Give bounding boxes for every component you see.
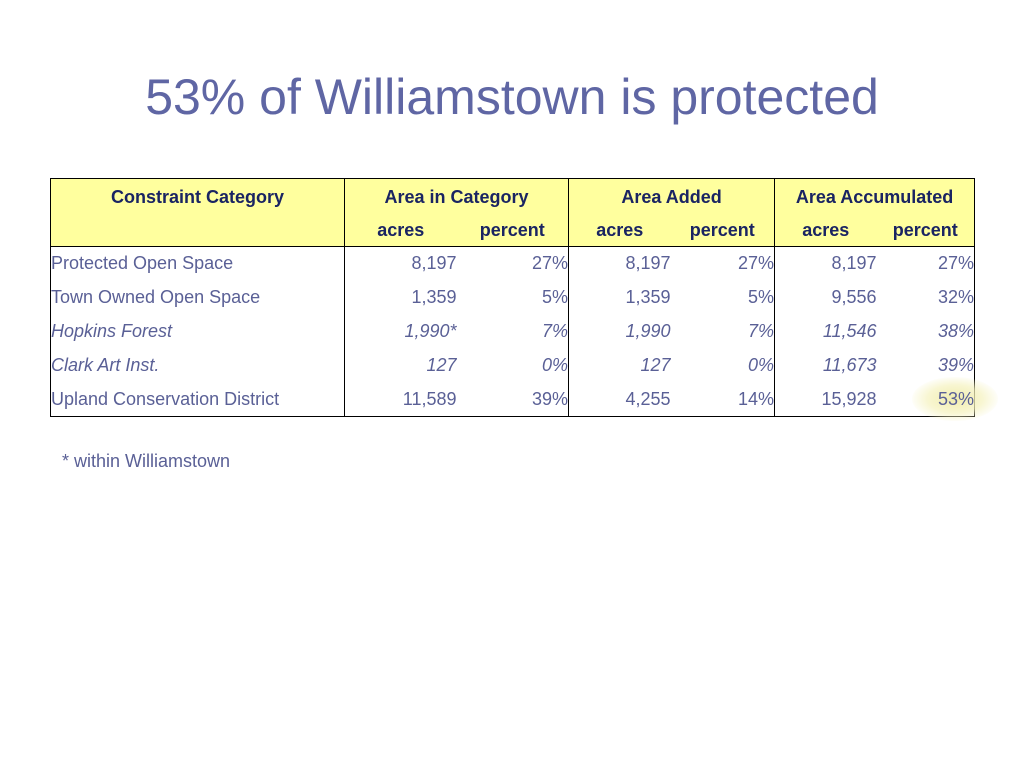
- percent-cell: 39%: [456, 382, 570, 417]
- table-row: Hopkins Forest 1,990* 7% 1,990 7% 11,546…: [50, 314, 976, 349]
- percent-cell: 7%: [670, 314, 776, 349]
- percent-cell: 0%: [456, 348, 570, 383]
- acres-cell: 8,197: [774, 246, 877, 281]
- acres-cell: 11,546: [774, 314, 877, 349]
- percent-cell: 5%: [670, 280, 776, 315]
- header-acres: acres: [774, 214, 877, 247]
- header-area-added: Area Added: [568, 178, 776, 215]
- percent-cell: 38%: [876, 314, 976, 349]
- acres-cell: 15,928: [774, 382, 877, 417]
- acres-cell: 11,673: [774, 348, 877, 383]
- percent-cell: 5%: [456, 280, 570, 315]
- protected-land-table: Constraint Category Area in Category Are…: [50, 178, 999, 421]
- acres-cell: 11,589: [344, 382, 457, 417]
- row-category: Upland Conservation District: [50, 382, 345, 417]
- percent-cell: 27%: [670, 246, 776, 281]
- row-category: Protected Open Space: [50, 246, 345, 281]
- acres-cell: 4,255: [568, 382, 671, 417]
- table-row: Upland Conservation District 11,589 39% …: [50, 376, 999, 421]
- percent-cell: 32%: [876, 280, 976, 315]
- acres-cell: 1,990*: [344, 314, 457, 349]
- table-row: Town Owned Open Space 1,359 5% 1,359 5% …: [50, 280, 976, 315]
- acres-cell: 1,990: [568, 314, 671, 349]
- header-row-groups: Constraint Category Area in Category Are…: [50, 178, 976, 247]
- acres-cell: 1,359: [344, 280, 457, 315]
- percent-cell-highlighted: 53%: [876, 376, 999, 421]
- header-area-in-category: Area in Category: [344, 178, 570, 215]
- highlight-total-percent: 53%: [911, 376, 999, 421]
- acres-cell: 8,197: [568, 246, 671, 281]
- row-category: Hopkins Forest: [50, 314, 345, 349]
- header-row-units: acres percent acres percent acres percen…: [51, 214, 976, 247]
- acres-cell: 127: [568, 348, 671, 383]
- header-percent: percent: [876, 214, 976, 247]
- percent-cell: 0%: [670, 348, 776, 383]
- row-category: Clark Art Inst.: [50, 348, 345, 383]
- percent-cell: 27%: [456, 246, 570, 281]
- header-area-accumulated: Area Accumulated: [774, 178, 976, 215]
- percent-cell: 14%: [670, 382, 776, 417]
- acres-cell: 9,556: [774, 280, 877, 315]
- slide-title: 53% of Williamstown is protected: [145, 69, 879, 125]
- header-percent: percent: [456, 214, 570, 247]
- acres-cell: 127: [344, 348, 457, 383]
- table-row: Clark Art Inst. 127 0% 127 0% 11,673 39%: [50, 348, 976, 383]
- header-acres: acres: [568, 214, 671, 247]
- header-acres: acres: [344, 214, 457, 247]
- header-constraint-category: Constraint Category: [50, 178, 345, 247]
- acres-cell: 8,197: [344, 246, 457, 281]
- header-percent: percent: [670, 214, 776, 247]
- footnote: * within Williamstown: [62, 451, 231, 471]
- table-row: Protected Open Space 8,197 27% 8,197 27%…: [50, 246, 976, 281]
- row-category: Town Owned Open Space: [50, 280, 345, 315]
- percent-cell: 7%: [456, 314, 570, 349]
- percent-cell: 27%: [876, 246, 976, 281]
- acres-cell: 1,359: [568, 280, 671, 315]
